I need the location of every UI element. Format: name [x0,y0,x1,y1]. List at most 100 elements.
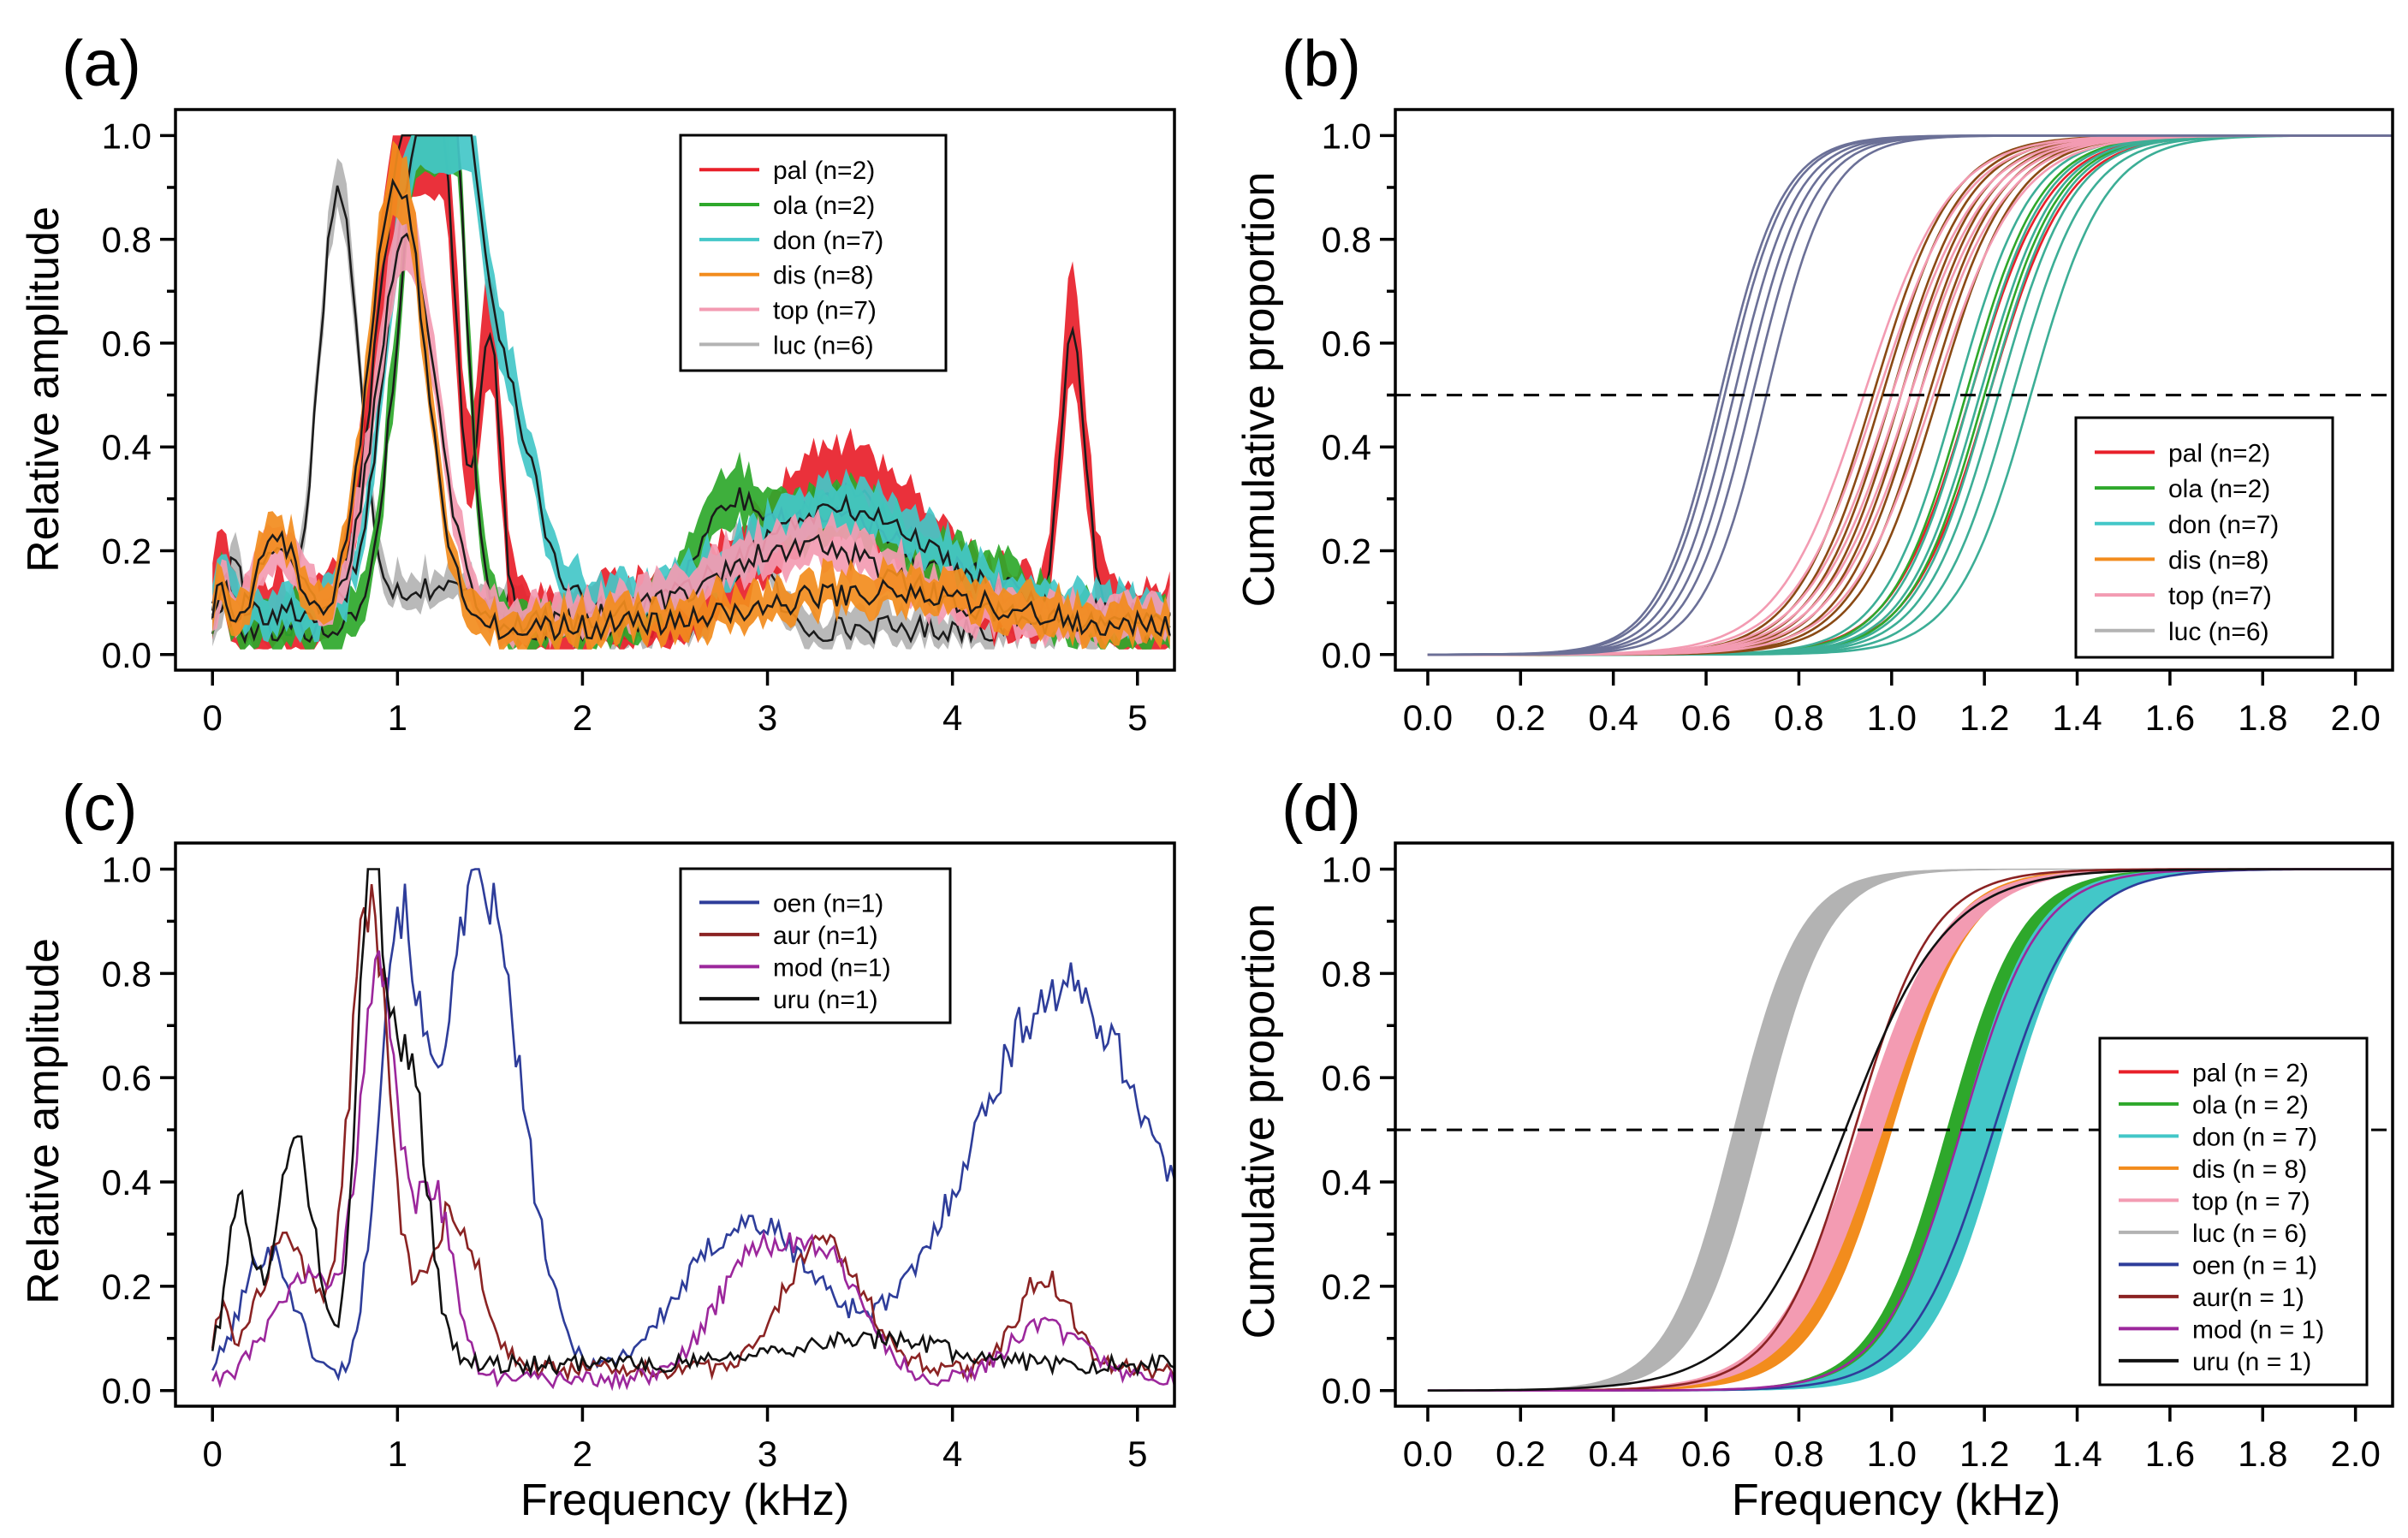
y-tick-label-a: 0.4 [102,427,152,467]
x-tick-label-b: 0.0 [1403,698,1453,738]
x-tick-label-c: 3 [758,1434,777,1474]
x-tick-label-d: 0.6 [1681,1434,1731,1474]
y-tick-label-c: 1.0 [102,849,152,889]
y-tick-label-d: 0.6 [1322,1058,1371,1098]
x-tick-label-b: 1.4 [2052,698,2102,738]
plot-frame-c [174,841,1176,1408]
x-tick-label-c: 2 [573,1434,592,1474]
x-tick-label-b: 2.0 [2330,698,2380,738]
x-tick-label-b: 1.6 [2145,698,2195,738]
x-tick-label-d: 1.2 [1959,1434,2009,1474]
x-tick-label-d: 1.0 [1867,1434,1917,1474]
x-tick-label-a: 2 [573,698,592,738]
x-tick-label-d: 1.8 [2238,1434,2287,1474]
panel-d: (d) Cumulative proportion Frequency (kHz… [1234,772,2394,1525]
y-tick-label-d: 0.4 [1322,1162,1371,1202]
series-layer-d [1427,868,2393,1392]
y-tick-label-d: 1.0 [1322,849,1371,889]
cdf-band-top [1427,868,2393,1392]
legend-label-pal: pal (n=2) [2168,439,2270,467]
plot-area-a: 0 1 2 3 4 5 0.0 0.2 0.4 0.6 0.8 1.0 pal (n=2) ola (n=… [102,108,1176,738]
x-tick-label-c: 1 [388,1434,407,1474]
x-tick-label-b: 1.8 [2238,698,2287,738]
legend-label-ola: ola (n = 2) [2192,1091,2309,1119]
band-dis [212,140,1170,650]
legend-label-mod: mod (n=1) [773,953,891,982]
x-tick-label-a: 4 [942,698,962,738]
y-tick-label-b: 0.2 [1322,531,1371,572]
x-tick-label-d: 1.4 [2052,1434,2102,1474]
legend-label-pal: pal (n = 2) [2192,1059,2309,1087]
legend-box-b [2074,416,2334,659]
mean-line-dis [211,177,1171,642]
plot-area-b: 0.0 0.2 0.4 0.6 0.8 1.0 1.2 1.4 1.6 1.8 2.0 0.0 0.2 0… [1322,108,2394,738]
legend-label-ola: ola (n=2) [773,192,875,220]
y-tick-label-b: 0.6 [1322,324,1371,364]
legend-label-top: top (n=7) [773,297,877,325]
legend-label-luc: luc (n = 6) [2192,1220,2307,1248]
cdf-line-uru [1427,868,2393,1392]
legend-label-dis: dis (n=8) [773,262,874,290]
spectrum-line-mod [211,950,1174,1392]
legend-label-top: top (n=7) [2168,582,2272,610]
legend-label-don: don (n = 7) [2192,1123,2317,1151]
y-tick-label-c: 0.0 [102,1371,152,1411]
band-ola [212,135,1170,650]
legend-label-oen: oen (n = 1) [2192,1251,2317,1280]
x-tick-label-a: 0 [203,698,223,738]
cdf-band-luc [1427,868,2393,1392]
x-tick-label-a: 1 [388,698,407,738]
legend-label-aur: aur (n=1) [773,922,878,950]
x-tick-label-b: 0.4 [1588,698,1638,738]
plot-frame-d [1394,841,2394,1408]
spectrum-line-aur [211,883,1174,1382]
panel-label-c: (c) [62,772,138,845]
x-tick-label-b: 0.2 [1495,698,1545,738]
legend-label-luc: luc (n=6) [773,331,874,359]
y-tick-label-c: 0.8 [102,953,152,994]
x-tick-label-d: 0.2 [1495,1434,1545,1474]
y-tick-label-c: 0.2 [102,1267,152,1307]
x-tick-label-c: 5 [1127,1434,1147,1474]
y-tick-label-c: 0.4 [102,1162,152,1202]
series-layer-a [211,134,1171,650]
band-top [212,192,1170,650]
x-tick-label-d: 2.0 [2330,1434,2380,1474]
x-tick-label-d: 1.6 [2145,1434,2195,1474]
y-tick-label-d: 0.2 [1322,1267,1371,1307]
legend-label-uru: uru (n = 1) [2192,1348,2311,1376]
y-tick-label-d: 0.0 [1322,1371,1371,1411]
panel-b: (b) Cumulative proportion 0.0 0.2 0.4 0.6 0.… [1234,27,2394,738]
legend-label-ola: ola (n=2) [2168,475,2270,503]
y-tick-label-a: 0.6 [102,324,152,364]
y-tick-label-d: 0.8 [1322,953,1371,994]
plot-area-d: 0.0 0.2 0.4 0.6 0.8 1.0 1.2 1.4 1.6 1.8 2.0 0.0 0.2 0… [1322,841,2394,1474]
x-tick-label-d: 0.0 [1403,1434,1453,1474]
series-layer-c [211,868,1174,1392]
legend-label-don: don (n=7) [773,227,883,255]
panel-label-b: (b) [1281,27,1361,100]
y-tick-label-a: 0.8 [102,220,152,260]
legend-label-luc: luc (n=6) [2168,618,2269,646]
spectrum-line-oen [211,868,1174,1382]
xlabel-d: Frequency (kHz) [1732,1476,2060,1525]
x-tick-label-d: 0.8 [1774,1434,1823,1474]
x-tick-label-d: 0.4 [1588,1434,1638,1474]
x-tick-label-a: 3 [758,698,777,738]
spectrum-line-uru [211,868,1174,1377]
x-tick-label-b: 1.2 [1959,698,2009,738]
y-tick-label-b: 0.0 [1322,635,1371,675]
plot-frame-a [174,108,1176,672]
legend-label-oen: oen (n=1) [773,889,883,917]
y-tick-label-a: 0.0 [102,635,152,675]
legend-label-dis: dis (n=8) [2168,546,2269,574]
y-tick-label-b: 0.4 [1322,427,1371,467]
ylabel-c: Relative amplitude [19,938,68,1304]
legend-label-don: don (n=7) [2168,511,2279,539]
x-tick-label-b: 1.0 [1867,698,1917,738]
x-tick-label-c: 0 [203,1434,223,1474]
x-tick-label-c: 4 [942,1434,962,1474]
y-tick-label-a: 1.0 [102,116,152,156]
legend-label-uru: uru (n=1) [773,986,878,1014]
